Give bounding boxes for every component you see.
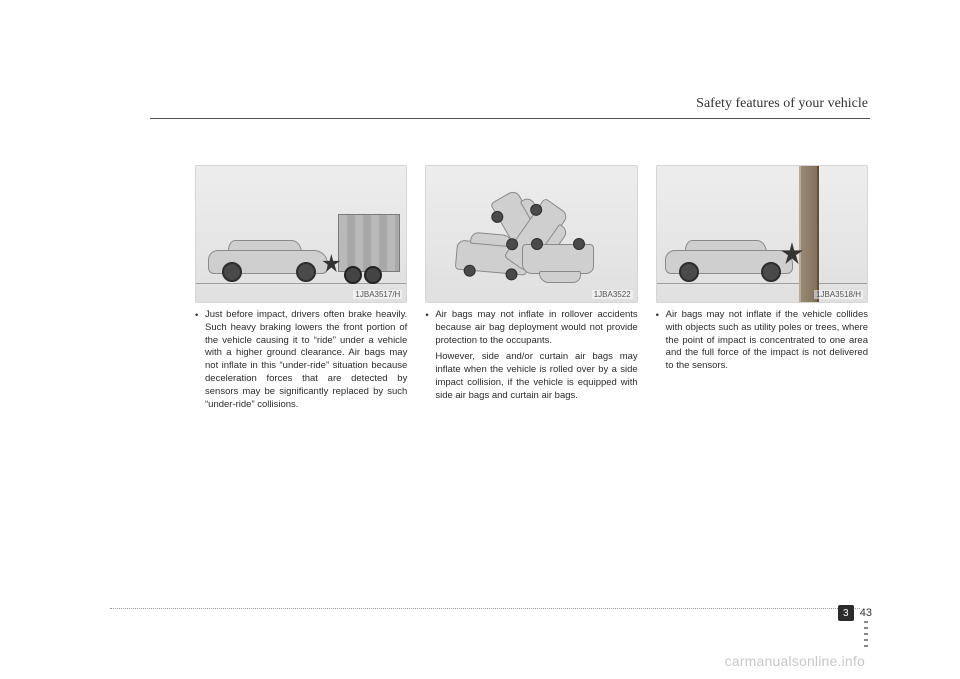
bullet-dot-icon: • xyxy=(425,309,435,347)
bullet-item: • Just before impact, drivers often brak… xyxy=(195,309,407,412)
figure-number: 1JBA3522 xyxy=(592,290,633,299)
pole-icon xyxy=(799,166,819,302)
corner-dots-icon xyxy=(864,621,868,649)
car-icon xyxy=(665,240,793,282)
header-rule xyxy=(150,118,870,119)
bullet-dot-icon: • xyxy=(656,309,666,373)
column-2: 1JBA3522 • Air bags may not inflate in r… xyxy=(425,165,637,412)
figure-underride: 1JBA3517/H xyxy=(195,165,407,303)
column-3: 1JBA3518/H • Air bags may not inflate if… xyxy=(656,165,868,412)
bullet-text: Just before impact, drivers often brake … xyxy=(205,309,407,412)
figure-number: 1JBA3518/H xyxy=(814,290,863,299)
figure-number: 1JBA3517/H xyxy=(353,290,402,299)
footer-rule xyxy=(110,608,860,609)
car-roll-icon xyxy=(522,244,594,274)
column-1: 1JBA3517/H • Just before impact, drivers… xyxy=(195,165,407,412)
page-index: 43 xyxy=(860,607,872,619)
bullet-text: Air bags may not inflate if the vehicle … xyxy=(666,309,868,373)
car-icon xyxy=(208,240,328,282)
content-columns: 1JBA3517/H • Just before impact, drivers… xyxy=(195,165,868,412)
bullet-subtext: However, side and/or curtain air bags ma… xyxy=(425,351,637,402)
bullet-dot-icon: • xyxy=(195,309,205,412)
page: Safety features of your vehicle 1JBA xyxy=(0,0,960,679)
page-number: 3 43 xyxy=(838,605,872,621)
bullet-text: Air bags may not inflate in rollover acc… xyxy=(435,309,637,347)
ground-line xyxy=(657,283,867,284)
bullet-item: • Air bags may not inflate in rollover a… xyxy=(425,309,637,347)
bullet-item: • Air bags may not inflate if the vehicl… xyxy=(656,309,868,373)
figure-pole: 1JBA3518/H xyxy=(656,165,868,303)
truck-icon xyxy=(338,214,400,284)
section-badge: 3 xyxy=(838,605,854,621)
figure-rollover: 1JBA3522 xyxy=(425,165,637,303)
watermark: carmanualsonline.info xyxy=(725,653,865,669)
page-title: Safety features of your vehicle xyxy=(696,96,868,112)
